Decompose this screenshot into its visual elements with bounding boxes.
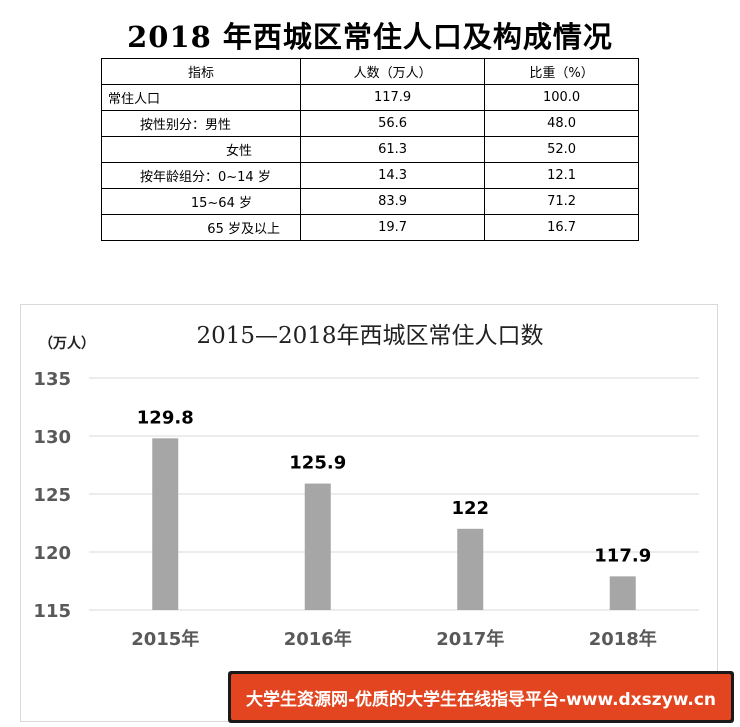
table-header-row: 指标 人数（万人） 比重（%） [101, 58, 639, 85]
column-header: 人数（万人） [299, 58, 486, 85]
column-header: 指标 [101, 58, 301, 85]
data-label: 129.8 [137, 407, 194, 428]
watermark-banner: 大学生资源网-优质的大学生在线指导平台-www.dxszyw.cn [228, 671, 734, 723]
table-row: 按性别分：男性 56.6 48.0 [101, 110, 639, 137]
x-tick-label: 2018年 [589, 628, 657, 650]
table-row: 按年龄组分：0~14 岁 14.3 12.1 [101, 162, 639, 189]
row-label: 15~64 岁 [101, 188, 301, 215]
data-label: 122 [451, 498, 489, 519]
population-table: 指标 人数（万人） 比重（%） 常住人口 117.9 100.0 按性别分：男性 56.… [101, 58, 639, 241]
bar [609, 576, 636, 610]
data-label: 125.9 [289, 453, 346, 474]
y-tick-label: 120 [33, 543, 71, 564]
row-share: 71.2 [484, 188, 639, 215]
row-share: 100.0 [484, 84, 639, 111]
row-label: 女性 [101, 136, 301, 163]
row-count: 14.3 [299, 162, 486, 189]
y-tick-label: 125 [33, 485, 71, 506]
x-tick-label: 2017年 [436, 628, 504, 650]
row-label: 65 岁及以上 [101, 214, 301, 241]
population-chart: 2015—2018年西城区常住人口数 （万人） 115 120 125 130 135 129… [20, 304, 718, 722]
row-label: 按年龄组分：0~14 岁 [101, 162, 301, 189]
row-share: 12.1 [484, 162, 639, 189]
x-tick-label: 2015年 [131, 628, 199, 650]
page-title: 2018 年西城区常住人口及构成情况 [127, 20, 613, 54]
row-count: 56.6 [299, 110, 486, 137]
x-tick-label: 2016年 [284, 628, 352, 650]
row-count: 61.3 [299, 136, 486, 163]
column-header: 比重（%） [484, 58, 639, 85]
table-row: 女性 61.3 52.0 [101, 136, 639, 163]
bar [152, 438, 179, 610]
table-row: 常住人口 117.9 100.0 [101, 84, 639, 111]
row-count: 19.7 [299, 214, 486, 241]
y-tick-label: 135 [33, 369, 71, 390]
row-share: 16.7 [484, 214, 639, 241]
chart-svg: 2015—2018年西城区常住人口数 （万人） 115 120 125 130 135 129… [33, 323, 699, 650]
row-share: 52.0 [484, 136, 639, 163]
table-row: 65 岁及以上 19.7 16.7 [101, 214, 639, 241]
table-row: 15~64 岁 83.9 71.2 [101, 188, 639, 215]
row-count: 117.9 [299, 84, 486, 111]
bar [304, 483, 331, 610]
row-share: 48.0 [484, 110, 639, 137]
row-count: 83.9 [299, 188, 486, 215]
watermark-text: 大学生资源网-优质的大学生在线指导平台-www.dxszyw.cn [231, 674, 731, 720]
row-label: 常住人口 [101, 84, 301, 111]
row-label: 按性别分：男性 [101, 110, 301, 137]
table-body: 常住人口 117.9 100.0 按性别分：男性 56.6 48.0 女性 61.3 52.0 按… [101, 84, 639, 241]
y-unit-label: （万人） [39, 335, 95, 352]
y-tick-label: 115 [33, 601, 71, 622]
bar [457, 528, 484, 610]
y-tick-label: 130 [33, 427, 71, 448]
data-label: 117.9 [594, 545, 651, 566]
chart-title: 2015—2018年西城区常住人口数 [196, 323, 543, 349]
